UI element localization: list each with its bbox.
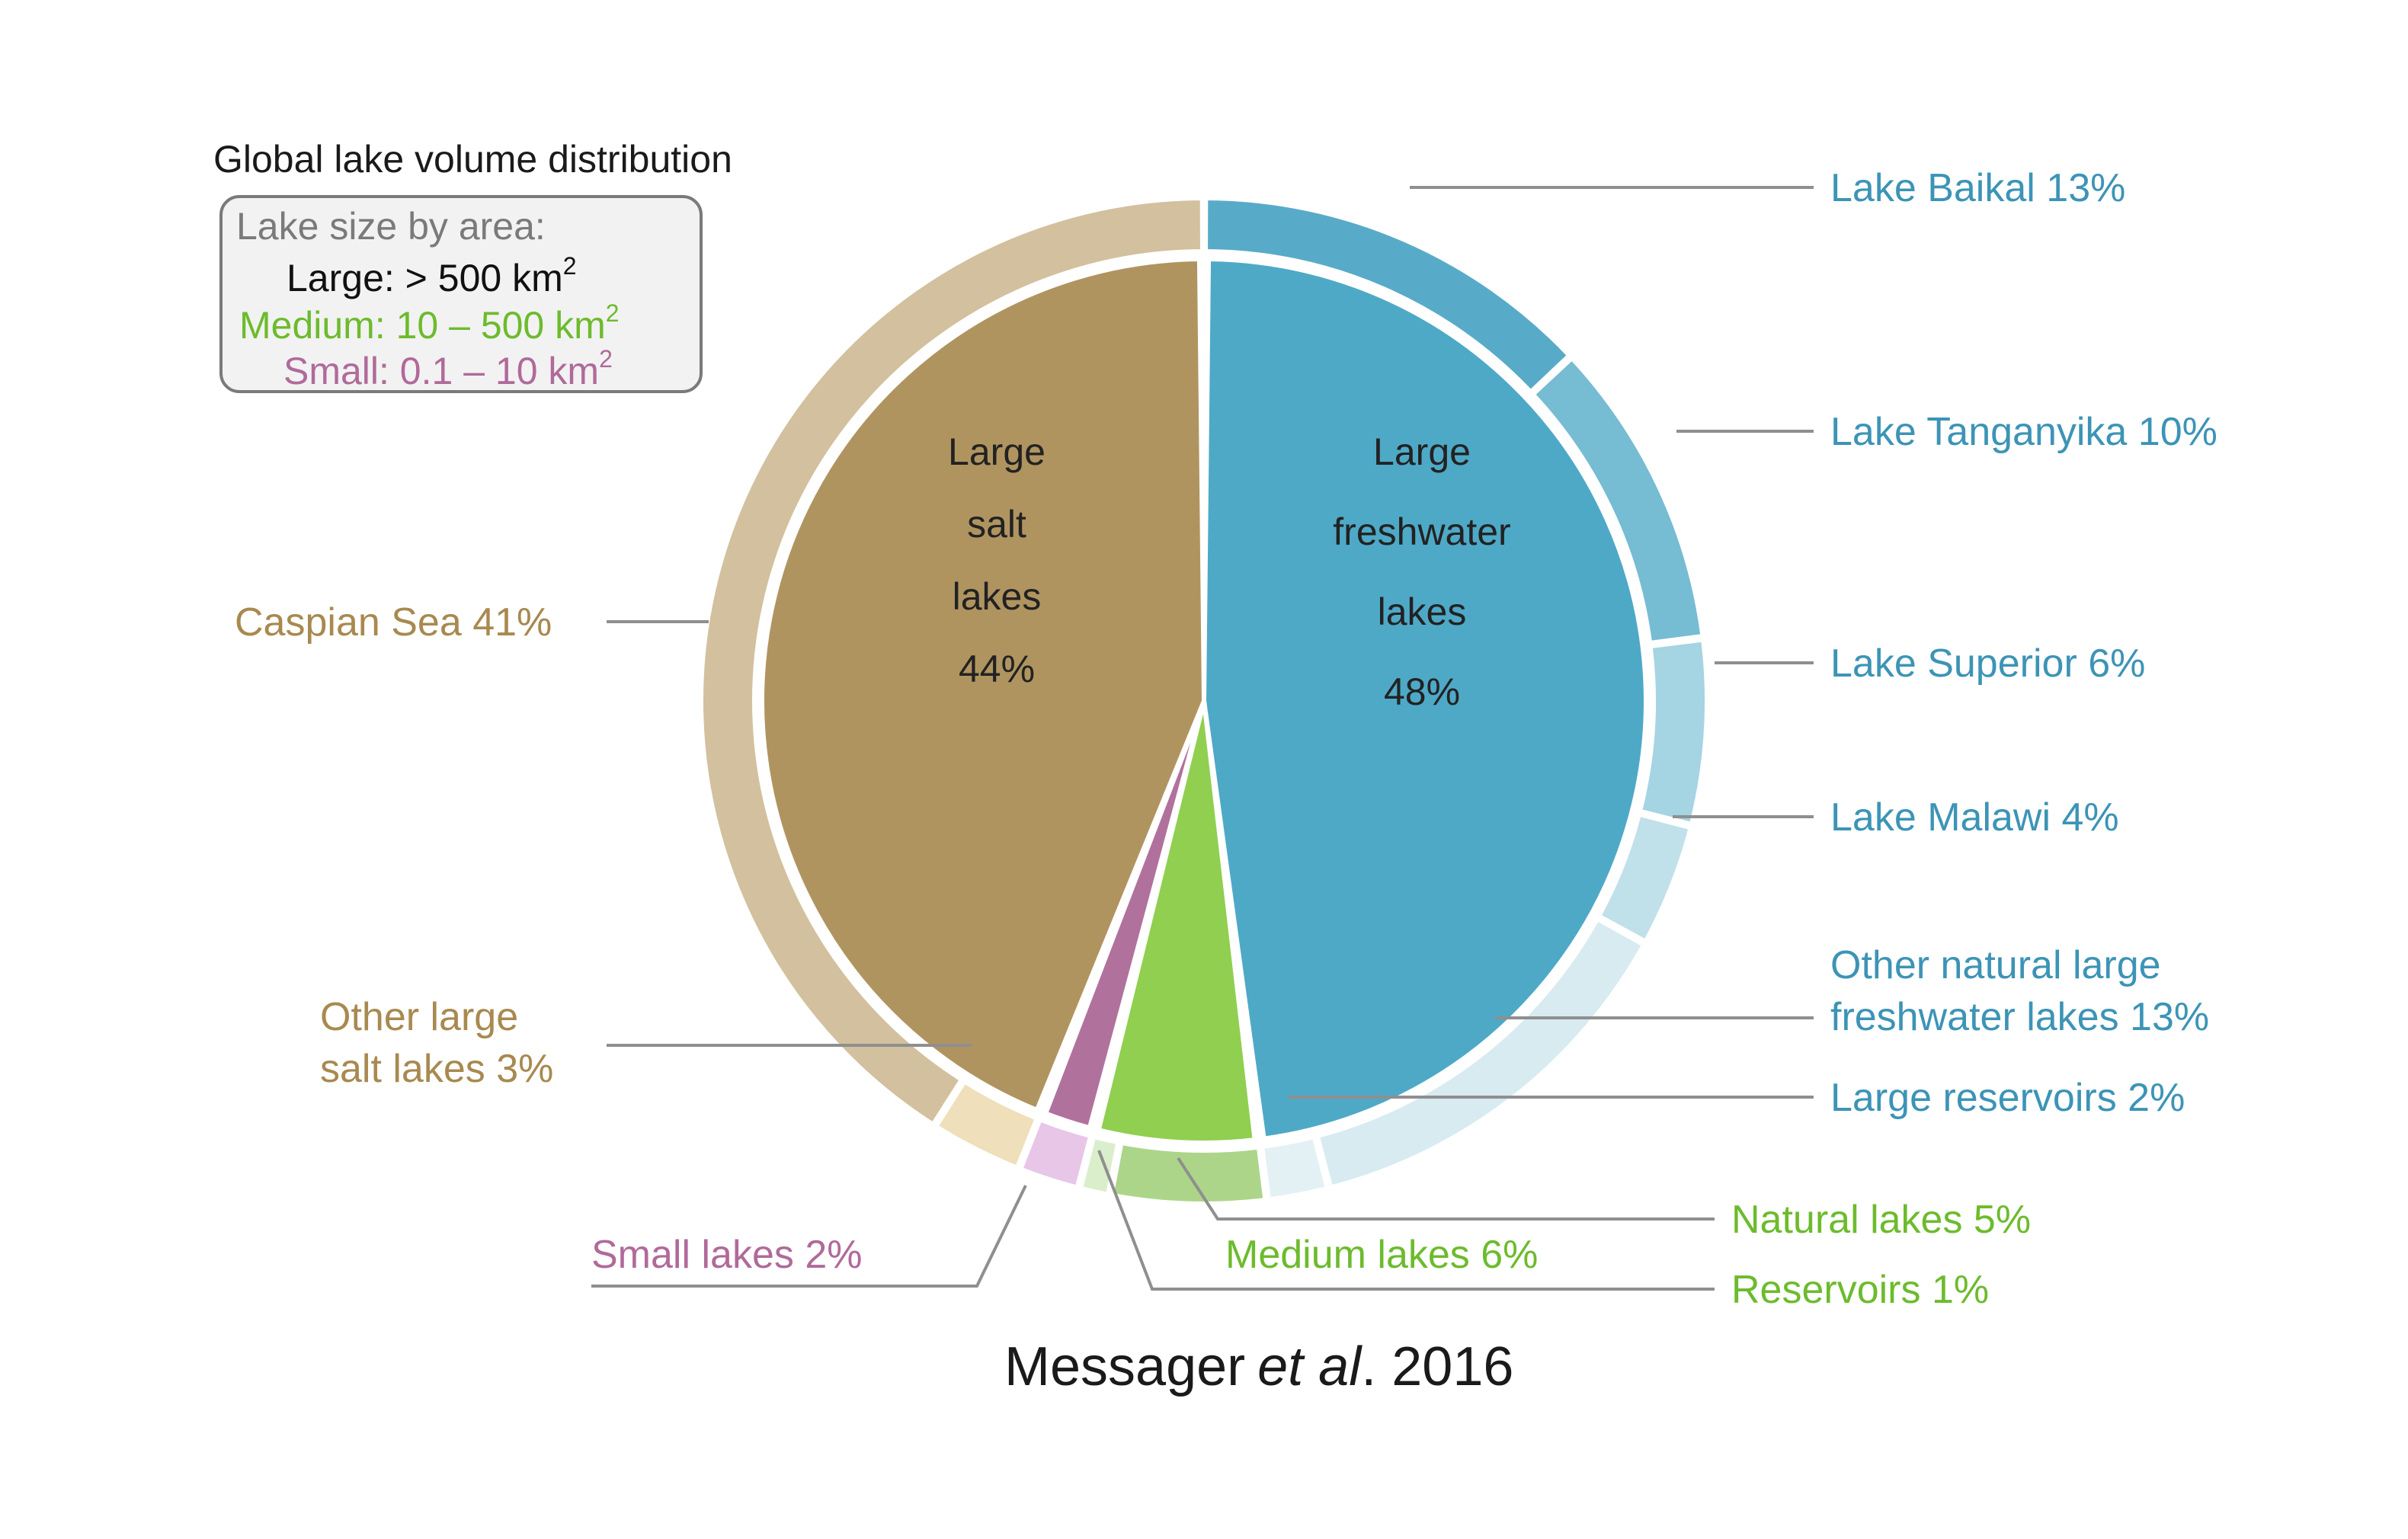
label-small-lakes: Small lakes 2% bbox=[591, 1233, 862, 1277]
label-large-reservoirs: Large reservoirs 2% bbox=[1830, 1076, 2185, 1120]
outer-slice-lake-baikal-13 bbox=[1203, 195, 1573, 395]
citation: Messager et al. 2016 bbox=[1004, 1336, 1513, 1397]
leader-line-small-lakes bbox=[591, 1185, 1027, 1288]
salt-label-line-2: salt bbox=[967, 503, 1026, 546]
label-reservoirs: Reservoirs 1% bbox=[1731, 1268, 1989, 1312]
inner-ring bbox=[760, 256, 1648, 1145]
size-legend: Lake size by area: Large: > 500 km2 Medi… bbox=[219, 195, 703, 393]
legend-item-large-text: Large: > 500 km bbox=[287, 257, 563, 299]
outer-slice-other-natural-large-freshwater-lakes-13 bbox=[1314, 915, 1647, 1191]
citation-etal: et al bbox=[1257, 1336, 1363, 1397]
outer-slice-small-lakes-2 bbox=[1017, 1116, 1094, 1191]
legend-item-medium-sup: 2 bbox=[606, 299, 620, 327]
inner-slice-large-freshwater-lakes bbox=[1201, 256, 1648, 1142]
outer-slice-lake-superior-6 bbox=[1637, 637, 1709, 827]
freshwater-label-line-3: lakes bbox=[1378, 590, 1467, 633]
legend-item-small-text: Small: 0.1 – 10 km bbox=[283, 350, 599, 392]
outer-slice-large-reservoirs-2 bbox=[1259, 1134, 1330, 1202]
label-lake-malawi: Lake Malawi 4% bbox=[1830, 795, 2119, 840]
legend-item-small-sup: 2 bbox=[599, 345, 613, 373]
chart-title: Global lake volume distribution bbox=[213, 138, 732, 181]
legend-item-small: Small: 0.1 – 10 km2 bbox=[283, 345, 613, 392]
salt-label-line-1: Large bbox=[948, 430, 1045, 473]
label-other-freshwater-line-2: freshwater lakes 13% bbox=[1830, 995, 2209, 1039]
outer-slice-other-large-salt-lakes-3 bbox=[933, 1078, 1040, 1171]
legend-heading: Lake size by area: bbox=[236, 205, 546, 248]
legend-item-large: Large: > 500 km2 bbox=[287, 252, 577, 299]
label-medium-lakes: Medium lakes 6% bbox=[1225, 1233, 1538, 1277]
freshwater-label-line-2: freshwater bbox=[1333, 510, 1510, 553]
leader-line-reservoirs bbox=[1097, 1150, 1715, 1291]
outer-slice-lake-tanganyika-10 bbox=[1529, 354, 1705, 646]
label-caspian-sea: Caspian Sea 41% bbox=[235, 600, 552, 645]
leader-lines bbox=[591, 186, 1814, 1291]
label-lake-superior: Lake Superior 6% bbox=[1830, 642, 2145, 686]
label-lake-baikal: Lake Baikal 13% bbox=[1830, 166, 2125, 210]
freshwater-inner-label: Large freshwater lakes 48% bbox=[1333, 430, 1510, 713]
salt-label-line-4: 44% bbox=[959, 648, 1035, 690]
outer-ring bbox=[699, 195, 1709, 1207]
leader-line-natural-lakes bbox=[1177, 1157, 1715, 1221]
label-other-salt-line-2: salt lakes 3% bbox=[320, 1047, 553, 1091]
label-lake-tanganyika: Lake Tanganyika 10% bbox=[1830, 410, 2217, 454]
outer-slice-lake-malawi-4 bbox=[1595, 811, 1694, 945]
freshwater-label-line-4: 48% bbox=[1384, 670, 1460, 713]
label-other-salt-line-1: Other large bbox=[320, 995, 518, 1039]
legend-item-medium-text: Medium: 10 – 500 km bbox=[239, 304, 606, 347]
inner-slice-large-salt-lakes bbox=[760, 256, 1207, 1113]
legend-item-medium: Medium: 10 – 500 km2 bbox=[239, 299, 620, 347]
label-other-freshwater-line-1: Other natural large bbox=[1830, 943, 2161, 987]
inner-slice-small-lakes bbox=[1042, 699, 1206, 1131]
legend-box bbox=[219, 195, 703, 393]
inner-slice-medium-lakes bbox=[1096, 700, 1257, 1145]
salt-label-line-3: lakes bbox=[953, 575, 1042, 618]
salt-inner-label: Large salt lakes 44% bbox=[948, 430, 1045, 690]
legend-item-large-sup: 2 bbox=[563, 252, 577, 280]
freshwater-label-line-1: Large bbox=[1373, 430, 1471, 473]
label-natural-lakes: Natural lakes 5% bbox=[1731, 1198, 2031, 1242]
citation-year: . 2016 bbox=[1361, 1336, 1513, 1397]
outer-slice-caspian-sea-41 bbox=[699, 195, 1205, 1128]
citation-author: Messager bbox=[1004, 1336, 1245, 1397]
